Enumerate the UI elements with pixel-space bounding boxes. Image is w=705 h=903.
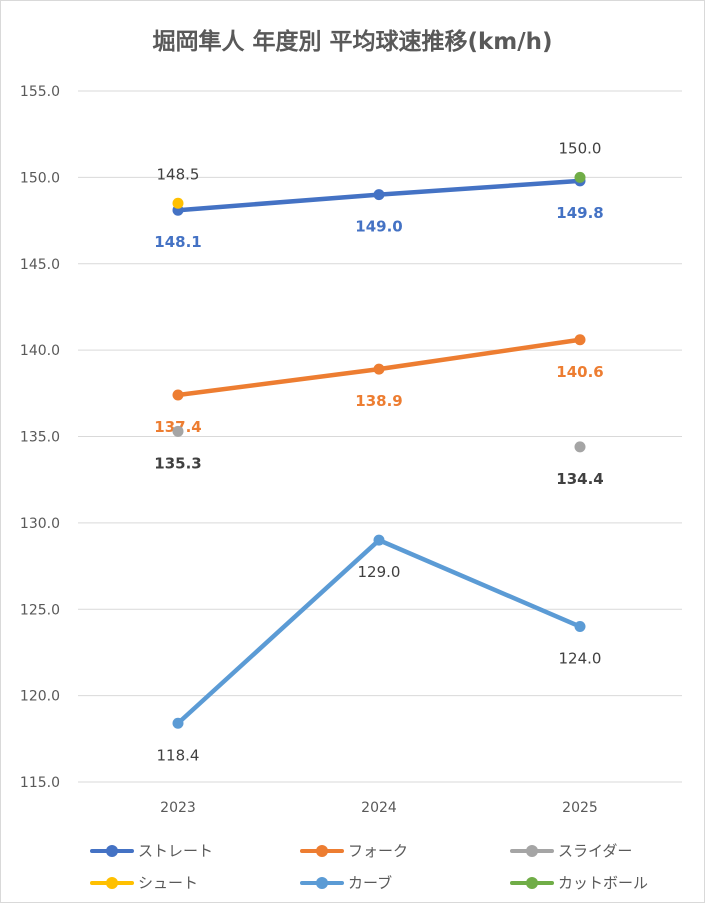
legend-label: カーブ xyxy=(348,874,393,892)
data-point xyxy=(574,334,586,346)
legend-item: フォーク xyxy=(300,840,408,861)
data-label: 124.0 xyxy=(559,650,602,668)
legend-item: カットボール xyxy=(510,872,648,893)
legend-item: シュート xyxy=(90,872,198,893)
data-point xyxy=(574,171,586,183)
y-tick-label: 155.0 xyxy=(20,84,60,100)
legend-item: ストレート xyxy=(90,840,213,861)
data-point xyxy=(172,197,184,209)
data-label: 150.0 xyxy=(559,139,602,157)
data-label: 134.4 xyxy=(556,470,603,488)
legend-swatch xyxy=(300,876,344,889)
legend-item: カーブ xyxy=(300,872,392,893)
y-tick-label: 120.0 xyxy=(20,689,60,705)
y-tick-label: 135.0 xyxy=(20,430,60,446)
legend-label: シュート xyxy=(138,874,199,892)
data-label: 148.1 xyxy=(154,233,201,251)
x-tick-label: 2025 xyxy=(562,800,598,816)
data-point xyxy=(172,717,184,729)
data-label: 140.6 xyxy=(556,363,603,381)
legend-label: スライダー xyxy=(558,842,633,860)
data-label: 129.0 xyxy=(358,563,401,581)
y-tick-label: 150.0 xyxy=(20,170,60,186)
legend-swatch xyxy=(300,844,344,857)
data-label: 149.0 xyxy=(355,218,402,236)
data-label: 135.3 xyxy=(154,454,201,472)
chart-title: 堀岡隼人 年度別 平均球速推移(km/h) xyxy=(152,29,553,55)
data-label: 138.9 xyxy=(355,392,402,410)
y-tick-label: 130.0 xyxy=(20,516,60,532)
y-tick-label: 115.0 xyxy=(20,775,60,791)
data-point xyxy=(172,425,184,437)
data-point xyxy=(373,363,385,375)
data-label: 148.5 xyxy=(157,165,200,183)
x-tick-label: 2024 xyxy=(361,800,397,816)
x-tick-label: 2023 xyxy=(160,800,196,816)
legend-label: ストレート xyxy=(138,842,214,860)
data-point xyxy=(574,621,586,633)
y-tick-label: 125.0 xyxy=(20,602,60,618)
legend-swatch xyxy=(510,844,554,857)
data-point xyxy=(373,189,385,201)
legend-swatch xyxy=(510,876,554,889)
data-point xyxy=(373,534,385,546)
y-tick-label: 145.0 xyxy=(20,257,60,273)
data-point xyxy=(574,441,586,453)
legend-swatch xyxy=(90,876,134,889)
y-tick-label: 140.0 xyxy=(20,343,60,359)
data-label: 149.8 xyxy=(556,204,603,222)
data-label: 118.4 xyxy=(157,746,200,764)
data-point xyxy=(172,389,184,401)
legend-label: カットボール xyxy=(558,874,649,892)
legend-label: フォーク xyxy=(348,842,409,860)
legend-swatch xyxy=(90,844,134,857)
legend-item: スライダー xyxy=(510,840,632,861)
